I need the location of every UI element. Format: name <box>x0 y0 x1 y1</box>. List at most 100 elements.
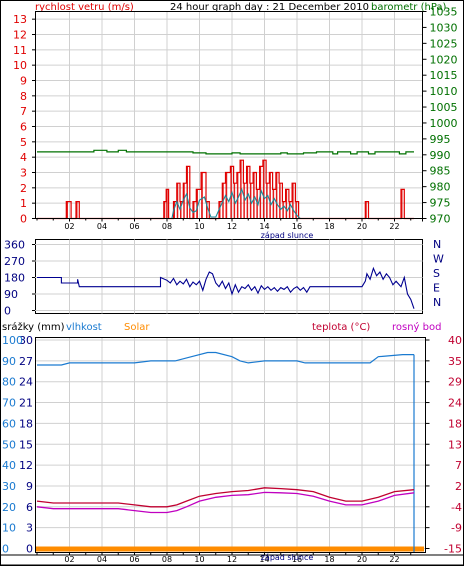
wind-gust-bar <box>282 201 284 219</box>
wind-x-tick-label: 20 <box>357 222 367 231</box>
wind-gust-bar <box>76 201 78 219</box>
pressure-axis-ticks: 970 975 980 985 990 995 1000 1005 1010 1015 1020 10… <box>422 6 458 226</box>
pressure-tick-label: 1010 <box>430 85 458 98</box>
pressure-tick-label: 995 <box>430 133 451 146</box>
wind-gust-bar <box>166 189 168 219</box>
direction-tick-label: 0 <box>4 305 11 318</box>
dewpoint-line <box>36 491 415 514</box>
wind-gust-bar <box>206 201 208 219</box>
wind-gust-bar <box>219 201 221 219</box>
bottom-legend: srážky (mm) vlhkost Solar teplota (°C) r… <box>2 321 441 333</box>
wind-tick-label: 10 <box>13 59 27 72</box>
rain-tick-label: 9 <box>26 480 33 493</box>
bottom-x-tick-label: 06 <box>129 555 139 564</box>
humidity-plot-frame <box>35 337 426 553</box>
rain-tick-label: 6 <box>26 501 33 514</box>
rain-tick-label: 0 <box>26 543 33 556</box>
wind-gust-bar <box>288 201 291 219</box>
wind-x-tick-label: 12 <box>227 222 237 231</box>
humidity-tick-label: 100 <box>2 334 23 347</box>
humidity-tick-label: 50 <box>2 438 16 451</box>
bottom-x-ticks: 02 04 06 08 10 12 14 16 18 20 22 <box>36 552 412 564</box>
pressure-tick-label: 970 <box>430 213 451 226</box>
rain-tick-label: 12 <box>19 459 33 472</box>
wind-tick-label: 6 <box>20 121 27 134</box>
pressure-tick-label: 1000 <box>430 117 458 130</box>
legend-solar: Solar <box>124 322 150 333</box>
pressure-tick-label: 1035 <box>430 6 458 19</box>
humidity-grid <box>35 337 426 553</box>
wind-gust-bar <box>186 166 188 219</box>
temperature-tick-label: 35 <box>448 355 462 368</box>
rain-tick-label: 27 <box>19 355 33 368</box>
wind-tick-label: 0 <box>20 213 27 226</box>
rain-tick-label: 24 <box>19 376 33 389</box>
temperature-tick-label: 13 <box>448 438 462 451</box>
wind-tick-label: 13 <box>13 13 27 26</box>
humidity-tick-label: 10 <box>2 522 16 535</box>
wind-gust-bar <box>201 172 203 219</box>
wind-gust-bar <box>292 183 294 219</box>
pressure-tick-label: 1020 <box>430 53 458 66</box>
wind-tick-label: 11 <box>13 44 27 57</box>
compass-tick-label: S <box>433 267 440 280</box>
temperature-line <box>36 487 415 508</box>
bottom-x-tick-label: 02 <box>64 555 74 564</box>
bottom-x-tick-label: 10 <box>194 555 204 564</box>
wind-gust-bar <box>262 160 265 219</box>
humidity-series <box>36 351 424 553</box>
direction-tick-label: 270 <box>4 255 25 268</box>
compass-tick-label: W <box>433 253 444 266</box>
wind-gust-bar <box>285 189 288 219</box>
temperature-tick-label: 24 <box>448 397 462 410</box>
wind-x-tick-label: 02 <box>64 222 74 231</box>
wind-gust-bar <box>230 166 232 219</box>
pressure-tick-label: 985 <box>430 165 451 178</box>
wind-gust-bar <box>196 189 198 219</box>
rain-tick-label: 3 <box>26 522 33 535</box>
compass-tick-label: E <box>433 282 440 295</box>
direction-line <box>37 266 415 309</box>
wind-tick-label: 1 <box>20 197 27 210</box>
legend-humidity: vlhkost <box>66 322 102 333</box>
temperature-tick-label: 40 <box>448 334 462 347</box>
wind-gust-bar <box>272 189 275 219</box>
temperature-tick-label: 7 <box>455 459 462 472</box>
temperature-tick-label: 18 <box>448 417 462 430</box>
wind-gust-bar <box>176 183 179 219</box>
wind-gust-bar <box>295 201 297 219</box>
wind-gust-bar <box>66 201 68 219</box>
direction-degree-ticks: 0 90 180 270 360 <box>4 239 35 318</box>
wind-x-tick-label: 10 <box>194 222 204 231</box>
legend-temperature: teplota (°C) <box>312 322 370 333</box>
pressure-tick-label: 980 <box>430 181 451 194</box>
wind-gust-bar <box>269 172 271 219</box>
wind-gust-bar <box>253 172 255 219</box>
pressure-line <box>37 149 414 155</box>
temperature-tick-label: -15 <box>444 543 462 556</box>
humidity-tick-label: 80 <box>2 376 16 389</box>
wind-x-tick-label: 18 <box>324 222 334 231</box>
wind-average-line <box>37 187 414 220</box>
wind-gust-bar <box>401 189 403 219</box>
wind-x-tick-label: 16 <box>292 222 302 231</box>
direction-tick-label: 360 <box>4 239 25 252</box>
legend-dewpoint: rosný bod <box>392 321 441 333</box>
wind-gust-bar <box>365 201 367 219</box>
direction-series <box>37 266 415 309</box>
wind-plot-area <box>35 11 423 219</box>
humidity-tick-label: 30 <box>2 480 16 493</box>
temperature-tick-label: -9 <box>451 522 462 535</box>
sunset-label-top: západ slunce <box>261 231 314 240</box>
wind-plot-frame <box>35 11 423 219</box>
humidity-tick-label: 70 <box>2 397 16 410</box>
wind-tick-label: 3 <box>20 167 27 180</box>
wind-tick-label: 4 <box>20 151 27 164</box>
